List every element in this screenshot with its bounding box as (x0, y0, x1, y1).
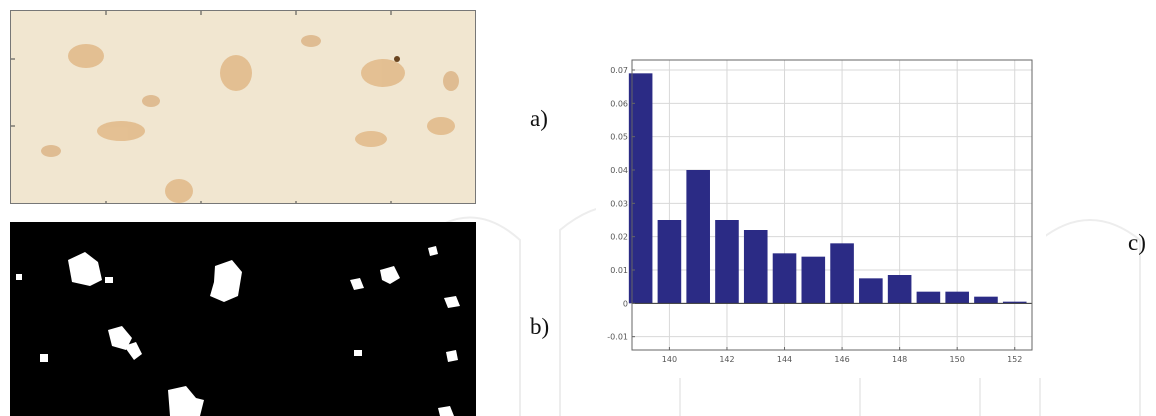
y-tick-label: 0.04 (610, 166, 628, 175)
bar (887, 275, 912, 304)
bar (830, 243, 854, 304)
y-tick-label: 0.02 (610, 233, 628, 242)
y-tick-label: 0.06 (610, 99, 628, 108)
bar (974, 296, 998, 304)
plot-frame (631, 59, 1033, 351)
x-tick-label: 140 (662, 355, 677, 364)
stain-pattern (11, 11, 459, 203)
bar (1002, 301, 1027, 304)
chart-axes (631, 59, 1033, 351)
x-tick-label: 150 (950, 355, 965, 364)
chart-canvas (596, 40, 1046, 378)
bar (628, 73, 653, 304)
micrograph-image (10, 10, 476, 204)
bar (916, 291, 941, 304)
y-tick-label: 0.05 (610, 133, 628, 142)
x-tick-label: 152 (1007, 355, 1022, 364)
bar (801, 256, 826, 304)
y-tick-label: 0.03 (610, 199, 628, 208)
mask-blobs (16, 246, 460, 416)
x-tick-label: 146 (834, 355, 849, 364)
chart-grid (632, 60, 1032, 350)
bar (859, 278, 883, 304)
y-tick-label: 0 (623, 299, 628, 308)
bar (715, 220, 739, 304)
chart-bars (628, 73, 1027, 304)
y-tick-label: -0.01 (607, 333, 628, 342)
panel-label-a: a) (530, 106, 548, 131)
x-tick-label: 144 (777, 355, 792, 364)
binary-mask-image (10, 222, 476, 416)
x-tick-label: 142 (719, 355, 734, 364)
bar (743, 230, 768, 304)
histogram-chart: -0.01 0 0.01 0.02 0.03 0.04 0.05 0.06 0.07 140 142… (596, 40, 1046, 378)
panel-label-c: c) (1128, 230, 1146, 255)
y-tick-label: 0.07 (610, 66, 628, 75)
y-tick-label: 0.01 (610, 266, 628, 275)
chart-tick-labels: -0.01 0 0.01 0.02 0.03 0.04 0.05 0.06 0.07 140 142… (607, 66, 1022, 364)
bar (945, 291, 969, 304)
bar (657, 220, 682, 304)
panel-label-b: b) (530, 314, 550, 339)
bar (686, 170, 710, 304)
bar (772, 253, 797, 304)
x-tick-label: 148 (892, 355, 907, 364)
